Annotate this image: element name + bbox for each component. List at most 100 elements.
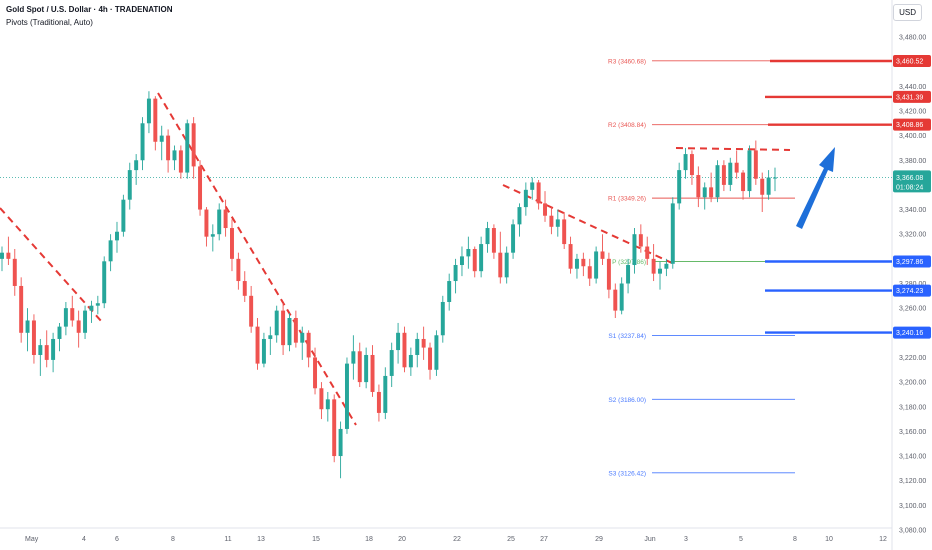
candle-body (115, 231, 119, 241)
price-tag-label: 3,240.16 (896, 330, 923, 337)
candle-body (242, 281, 247, 296)
pivot-label: P (3297.86) (612, 259, 646, 266)
x-tick-label: 20 (398, 536, 406, 543)
y-tick-label: 3,480.00 (899, 35, 926, 42)
candle-body (57, 326, 62, 339)
candle-body (683, 154, 688, 171)
x-tick-label: 6 (115, 536, 119, 543)
x-tick-label: 18 (365, 536, 373, 543)
pivot-label: S1 (3237.84) (608, 333, 646, 340)
candle-body (198, 166, 203, 210)
price-tag-label: 3,431.39 (896, 94, 923, 101)
candle-body (146, 98, 151, 124)
x-tick-label: 8 (793, 536, 797, 543)
x-tick-label: 10 (825, 536, 833, 543)
candle-body (632, 234, 637, 266)
candle-body (696, 175, 701, 198)
candle-body (536, 182, 541, 204)
y-tick-label: 3,180.00 (899, 404, 926, 411)
candle-body (370, 354, 375, 392)
x-tick-label: Jun (644, 536, 655, 543)
candle-body (344, 363, 349, 429)
candle-body (709, 187, 714, 198)
candle-body (230, 228, 234, 259)
y-tick-label: 3,320.00 (899, 232, 926, 239)
currency-button[interactable]: USD (893, 4, 922, 21)
x-tick-label: 22 (453, 536, 461, 543)
candle-body (670, 203, 675, 264)
candle-body (581, 258, 586, 267)
candle-body (428, 347, 433, 370)
price-tag (893, 255, 931, 268)
trendline (675, 147, 791, 151)
pivot-label: R2 (3408.84) (608, 122, 646, 129)
candle-body (127, 170, 132, 200)
candle-body (249, 295, 254, 327)
y-tick-label: 3,380.00 (899, 158, 926, 165)
candle-body (0, 252, 4, 259)
candle-body (549, 215, 554, 227)
y-tick-label: 3,080.00 (899, 528, 926, 535)
pivot-label: S3 (3126.42) (608, 470, 646, 477)
candle-body (517, 207, 522, 225)
x-tick-label: 11 (224, 536, 231, 543)
candle-body (31, 320, 36, 355)
candle-body (51, 338, 56, 360)
candle-body (664, 263, 669, 269)
x-tick-label: 29 (595, 536, 603, 543)
candle-body (178, 150, 183, 173)
candle-body (19, 285, 24, 333)
candle-body (153, 98, 158, 142)
candle-body (376, 391, 381, 413)
candle-body (204, 209, 209, 237)
candle-body (76, 320, 81, 333)
candle-body (191, 123, 196, 167)
candle-body (300, 332, 305, 343)
candle-body (217, 209, 222, 235)
candle-body (562, 219, 567, 245)
candle-body (472, 248, 477, 272)
candle-body (383, 375, 388, 413)
y-tick-label: 3,280.00 (899, 281, 926, 288)
y-tick-label: 3,340.00 (899, 207, 926, 214)
candle-body (491, 228, 496, 253)
x-tick-label: 3 (684, 536, 688, 543)
candle-body (408, 354, 413, 368)
candle-body (753, 150, 758, 179)
candle-body (734, 162, 739, 173)
candle-body (159, 135, 164, 142)
candle-body (440, 301, 445, 336)
candle-body (760, 178, 765, 195)
x-tick-label: 8 (171, 536, 175, 543)
candle-body (172, 150, 177, 161)
pivot-label: S2 (3186.00) (608, 397, 646, 404)
candle-body (459, 256, 464, 266)
candle-body (728, 162, 733, 185)
y-tick-label: 3,420.00 (899, 108, 926, 115)
candle-body (70, 308, 75, 321)
candle-body (185, 123, 190, 173)
pivot-label: R1 (3349.26) (608, 196, 646, 203)
candle-body (626, 265, 631, 284)
pivot-label: R3 (3460.68) (608, 58, 646, 65)
candle-body (83, 310, 88, 333)
candle-body (306, 332, 311, 358)
x-tick-label: 4 (82, 536, 86, 543)
candle-body (102, 261, 107, 304)
x-tick-label: 5 (739, 536, 743, 543)
candle-body (313, 357, 318, 389)
x-tick-label: 15 (312, 536, 320, 543)
candle-body (485, 228, 490, 245)
candle-body (574, 258, 579, 269)
candle-body (140, 123, 145, 161)
candle-body (773, 177, 777, 179)
price-tag-label: 3,408.86 (896, 122, 923, 129)
candle-body (638, 234, 643, 247)
candle-body (325, 399, 330, 410)
chart-title: Gold Spot / U.S. Dollar · 4h · TRADENATI… (6, 5, 173, 14)
candle-body (236, 258, 241, 282)
candle-body (95, 303, 100, 306)
y-tick-label: 3,220.00 (899, 355, 926, 362)
candle-body (63, 308, 68, 327)
